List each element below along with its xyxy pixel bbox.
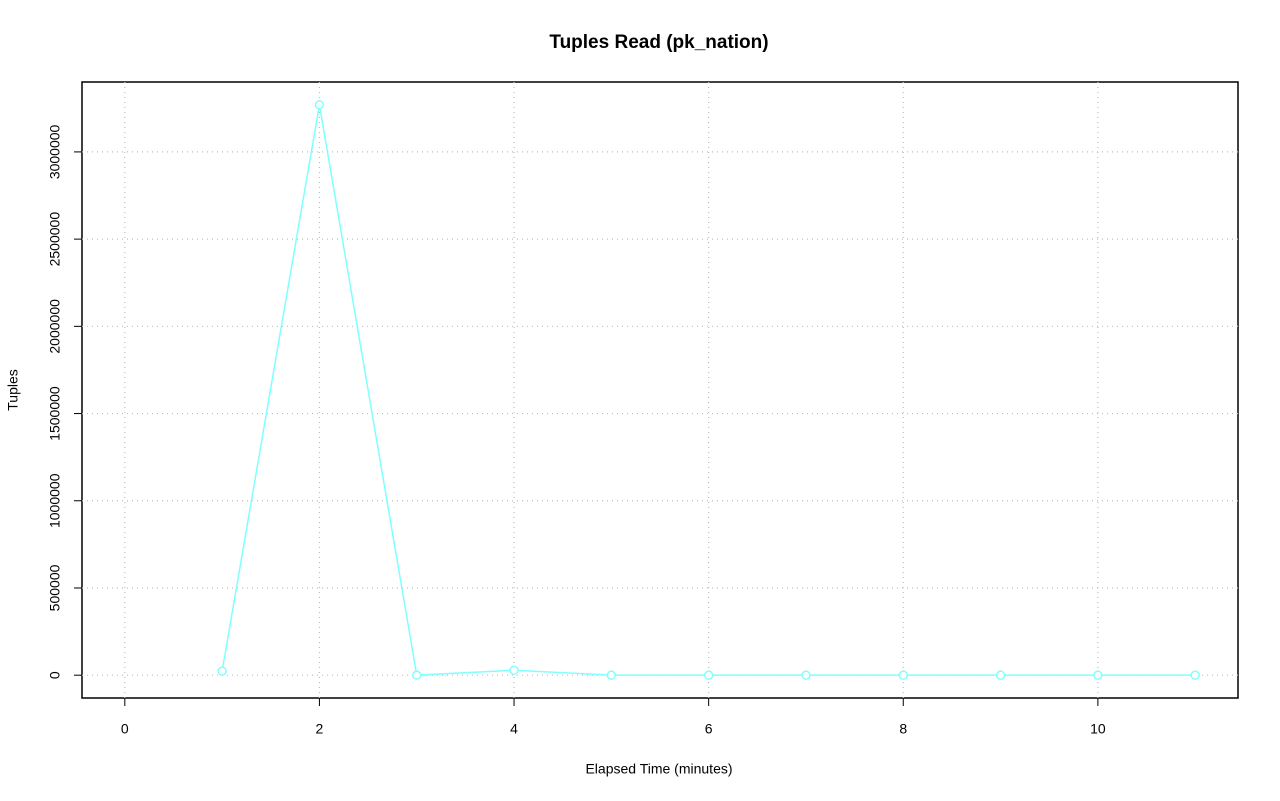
data-point bbox=[995, 670, 1006, 680]
data-point bbox=[801, 670, 811, 680]
data-point bbox=[411, 670, 422, 680]
x-tick-label: 0 bbox=[121, 721, 129, 737]
series-line bbox=[221, 104, 1196, 676]
x-tick-label: 2 bbox=[316, 721, 324, 737]
data-point bbox=[1190, 670, 1200, 680]
y-tick-label: 1500000 bbox=[47, 386, 63, 441]
chart-title: Tuples Read (pk_nation) bbox=[549, 32, 768, 53]
data-point bbox=[314, 100, 325, 110]
plot-frame bbox=[81, 81, 1239, 699]
y-tick-label: 500000 bbox=[47, 564, 63, 611]
x-axis-label: Elapsed Time (minutes) bbox=[585, 761, 732, 777]
y-tick-label: 3000000 bbox=[47, 124, 63, 179]
data-point bbox=[898, 670, 909, 680]
x-tick-label: 10 bbox=[1090, 721, 1106, 737]
y-tick-label: 1000000 bbox=[47, 473, 63, 528]
y-tick-label: 2000000 bbox=[47, 299, 63, 354]
x-tick-label: 6 bbox=[705, 721, 713, 737]
data-point bbox=[509, 665, 519, 676]
y-tick-label: 0 bbox=[47, 671, 63, 679]
data-point bbox=[217, 666, 227, 676]
data-point bbox=[606, 670, 617, 680]
y-axis-label: Tuples bbox=[5, 369, 21, 411]
x-tick-label: 8 bbox=[899, 721, 907, 737]
x-tick-label: 4 bbox=[510, 721, 518, 737]
y-tick-label: 2500000 bbox=[47, 212, 63, 267]
data-point bbox=[1093, 670, 1103, 680]
data-point bbox=[703, 670, 714, 680]
